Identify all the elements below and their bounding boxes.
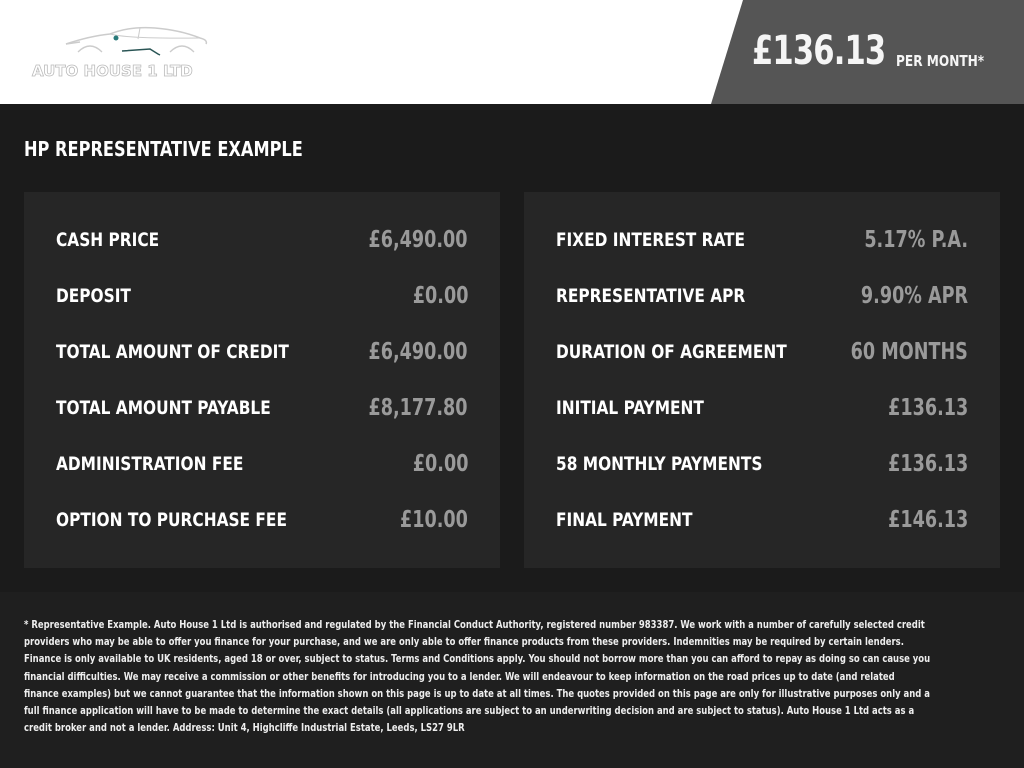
monthly-price: £136.13 xyxy=(752,28,886,74)
row-label: REPRESENTATIVE APR xyxy=(556,285,746,307)
row-value: £0.00 xyxy=(412,283,468,309)
row-label: FINAL PAYMENT xyxy=(556,509,693,531)
row-label: FIXED INTEREST RATE xyxy=(556,229,746,251)
row-value: £6,490.00 xyxy=(368,227,468,253)
row-value: 9.90% APR xyxy=(860,283,968,309)
row-value: £136.13 xyxy=(887,395,968,421)
row-label: TOTAL AMOUNT PAYABLE xyxy=(56,397,271,419)
row-label: ADMINISTRATION FEE xyxy=(56,453,244,475)
row-label: OPTION TO PURCHASE FEE xyxy=(56,509,287,531)
row-label: DURATION OF AGREEMENT xyxy=(556,341,787,363)
row-value: 5.17% P.A. xyxy=(864,227,968,253)
monthly-price-banner xyxy=(711,0,1024,104)
finance-row: INITIAL PAYMENT £136.13 xyxy=(556,380,968,436)
finance-row: TOTAL AMOUNT PAYABLE £8,177.80 xyxy=(56,380,468,436)
per-month-label: PER MONTH* xyxy=(896,52,985,70)
finance-row: TOTAL AMOUNT OF CREDIT £6,490.00 xyxy=(56,324,468,380)
finance-panel-left: CASH PRICE £6,490.00 DEPOSIT £0.00 TOTAL A… xyxy=(24,192,500,568)
finance-row: DURATION OF AGREEMENT 60 MONTHS xyxy=(556,324,968,380)
row-value: £146.13 xyxy=(887,507,968,533)
row-value: £8,177.80 xyxy=(368,395,468,421)
row-label: TOTAL AMOUNT OF CREDIT xyxy=(56,341,289,363)
row-value: £10.00 xyxy=(400,507,468,533)
row-label: INITIAL PAYMENT xyxy=(556,397,704,419)
finance-row: CASH PRICE £6,490.00 xyxy=(56,212,468,268)
finance-row: FINAL PAYMENT £146.13 xyxy=(556,492,968,548)
row-label: CASH PRICE xyxy=(56,229,160,251)
row-value: 60 MONTHS xyxy=(850,339,968,365)
header: AUTO HOUSE 1 LTD £136.13 PER MONTH* xyxy=(0,0,1024,104)
finance-row: OPTION TO PURCHASE FEE £10.00 xyxy=(56,492,468,548)
footer: * Representative Example. Auto House 1 L… xyxy=(0,592,1024,768)
disclaimer-text: * Representative Example. Auto House 1 L… xyxy=(24,618,931,735)
page-title: HP REPRESENTATIVE EXAMPLE xyxy=(24,137,303,161)
row-value: £136.13 xyxy=(887,451,968,477)
svg-text:AUTO HOUSE 1 LTD: AUTO HOUSE 1 LTD xyxy=(32,62,193,80)
finance-row: DEPOSIT £0.00 xyxy=(56,268,468,324)
finance-row: FIXED INTEREST RATE 5.17% P.A. xyxy=(556,212,968,268)
finance-row: REPRESENTATIVE APR 9.90% APR xyxy=(556,268,968,324)
row-value: £0.00 xyxy=(412,451,468,477)
row-value: £6,490.00 xyxy=(368,339,468,365)
finance-row: 58 MONTHLY PAYMENTS £136.13 xyxy=(556,436,968,492)
row-label: 58 MONTHLY PAYMENTS xyxy=(556,453,763,475)
row-label: DEPOSIT xyxy=(56,285,131,307)
finance-row: ADMINISTRATION FEE £0.00 xyxy=(56,436,468,492)
finance-panel-right: FIXED INTEREST RATE 5.17% P.A. REPRESENTA… xyxy=(524,192,1000,568)
company-logo[interactable]: AUTO HOUSE 1 LTD xyxy=(30,22,250,84)
